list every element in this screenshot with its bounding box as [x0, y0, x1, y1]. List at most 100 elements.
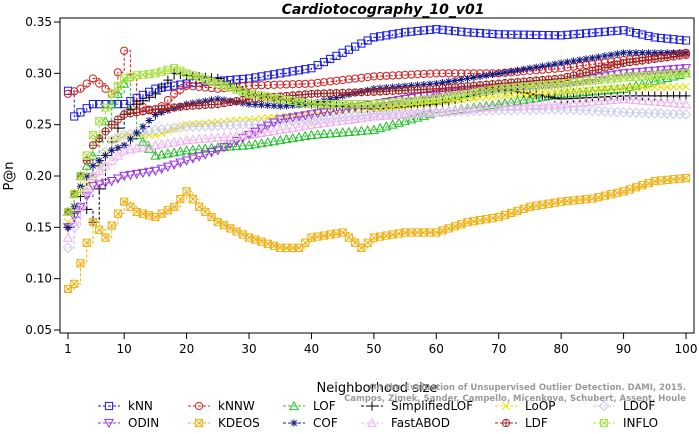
point-lof [306, 129, 317, 140]
point-fastabod [125, 144, 136, 154]
point-knn [63, 86, 73, 95]
point-knn [532, 30, 541, 40]
point-cof [407, 82, 415, 90]
point-loop [607, 84, 616, 93]
point-fastabod [406, 108, 417, 119]
point-lof [281, 133, 292, 144]
point-knn [600, 27, 609, 36]
point-fastabod [468, 103, 479, 113]
point-loop [600, 84, 609, 93]
point-odin [662, 65, 673, 75]
legend-marker-simplifiedlof [367, 401, 377, 411]
point-knn [307, 64, 316, 73]
point-fastabod [150, 139, 161, 150]
point-knn [269, 70, 279, 79]
point-cof [282, 102, 291, 110]
point-loop [588, 85, 597, 94]
legend-label-cof: COF [313, 416, 338, 430]
point-knnw [251, 81, 260, 90]
point-fastabod [94, 165, 105, 175]
point-cof [451, 76, 459, 85]
point-lof [662, 72, 673, 83]
point-odin [637, 67, 648, 78]
point-knn [369, 33, 378, 42]
point-knn [563, 30, 572, 39]
legend-label-ldf: LDF [525, 416, 548, 430]
point-lof [231, 140, 242, 151]
point-knnw [301, 79, 310, 88]
point-knn [425, 25, 435, 34]
point-kdeos [170, 202, 179, 211]
point-kdeos [76, 259, 85, 268]
point-lof [674, 69, 685, 79]
point-cof [83, 172, 91, 180]
point-lof [393, 117, 404, 127]
point-knnw [369, 72, 378, 81]
point-inflo [76, 171, 85, 181]
point-knnw [357, 73, 366, 82]
point-fastabod [325, 116, 336, 127]
point-knnw [269, 80, 279, 89]
point-knn [606, 27, 616, 36]
point-knnw [388, 71, 397, 80]
point-lof [268, 135, 280, 146]
point-cof [295, 101, 303, 109]
point-fastabod [362, 112, 373, 122]
point-odin [256, 124, 267, 135]
point-knnw [120, 46, 129, 55]
point-fastabod [524, 99, 535, 110]
point-fastabod [456, 104, 467, 114]
point-knn [388, 30, 397, 39]
point-odin [81, 192, 92, 202]
point-knnw [382, 71, 391, 80]
series-line-fastabod [68, 98, 687, 239]
point-knn [507, 30, 516, 39]
point-odin [387, 96, 398, 107]
point-lof [524, 93, 535, 104]
chart-title: Cardiotocography_10_v01 [282, 2, 485, 18]
point-kdeos [113, 209, 123, 218]
point-knnw [282, 80, 291, 89]
point-knn [656, 33, 666, 43]
x-tick-label: 20 [179, 342, 194, 356]
point-odin [375, 99, 386, 109]
point-cof [251, 100, 259, 109]
x-tick-label: 50 [366, 342, 381, 356]
point-lof [256, 137, 267, 148]
point-fastabod [487, 101, 498, 111]
point-knn [332, 51, 341, 60]
point-lof [337, 127, 348, 137]
point-fastabod [112, 150, 123, 160]
point-fastabod [350, 113, 361, 124]
point-fastabod [356, 112, 367, 123]
point-fastabod [243, 129, 255, 140]
point-knn [631, 28, 641, 38]
point-knn [544, 31, 553, 40]
legend-marker-knnw [194, 401, 204, 411]
point-lof [325, 128, 336, 138]
point-knnw [351, 74, 360, 83]
point-knnw [332, 76, 341, 85]
point-knn [582, 29, 591, 38]
point-knn [550, 31, 560, 40]
point-knn [519, 30, 528, 39]
point-fastabod [649, 96, 660, 106]
y-tick-label: 0.10 [25, 272, 52, 286]
point-knn [344, 45, 354, 54]
point-fastabod [431, 107, 442, 117]
point-knnw [326, 77, 335, 86]
point-fastabod [643, 95, 654, 106]
point-cof [601, 52, 609, 60]
point-inflo [113, 82, 123, 91]
point-fastabod [499, 100, 511, 111]
point-loop [657, 83, 665, 92]
point-cof [507, 67, 515, 75]
point-knn [475, 28, 485, 38]
point-knnw [101, 84, 110, 93]
point-odin [100, 178, 111, 189]
point-loop [532, 89, 541, 98]
point-ldof [137, 126, 149, 138]
point-cof [332, 93, 341, 102]
point-fastabod [381, 110, 392, 120]
point-ldof [131, 127, 142, 139]
